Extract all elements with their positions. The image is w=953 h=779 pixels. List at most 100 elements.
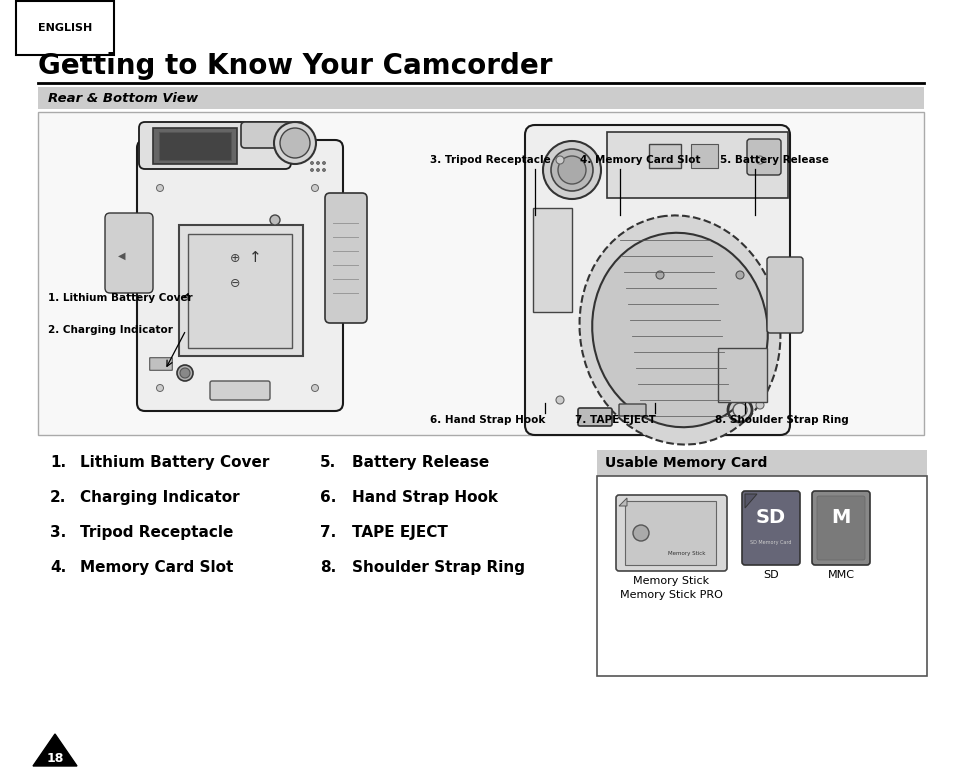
Text: ENGLISH: ENGLISH <box>38 23 92 33</box>
Text: SD: SD <box>755 509 785 527</box>
Text: 6. Hand Strap Hook: 6. Hand Strap Hook <box>430 415 545 425</box>
FancyBboxPatch shape <box>811 491 869 565</box>
Text: ◀: ◀ <box>118 251 126 261</box>
FancyBboxPatch shape <box>618 404 645 416</box>
Text: Battery Release: Battery Release <box>352 455 489 470</box>
Circle shape <box>656 271 663 279</box>
FancyBboxPatch shape <box>746 139 781 175</box>
Polygon shape <box>618 498 626 506</box>
Circle shape <box>732 403 746 417</box>
Circle shape <box>180 368 190 378</box>
Text: M: M <box>830 509 850 527</box>
FancyBboxPatch shape <box>578 408 612 426</box>
Text: 8.: 8. <box>319 560 335 575</box>
FancyBboxPatch shape <box>533 208 572 312</box>
Circle shape <box>316 161 319 164</box>
FancyBboxPatch shape <box>325 193 367 323</box>
Ellipse shape <box>542 141 600 199</box>
Ellipse shape <box>558 156 585 184</box>
FancyBboxPatch shape <box>188 234 292 348</box>
Text: ⊕: ⊕ <box>230 252 240 265</box>
Text: Memory Stick: Memory Stick <box>668 551 705 555</box>
Circle shape <box>312 185 318 192</box>
FancyBboxPatch shape <box>690 144 718 168</box>
Text: 1.: 1. <box>50 455 66 470</box>
Text: 8. Shoulder Strap Ring: 8. Shoulder Strap Ring <box>714 415 848 425</box>
Text: 2. Charging Indicator: 2. Charging Indicator <box>48 325 172 335</box>
Text: 6.: 6. <box>319 490 336 505</box>
Circle shape <box>556 396 563 404</box>
Text: SD: SD <box>762 570 778 580</box>
Polygon shape <box>33 734 77 766</box>
FancyBboxPatch shape <box>139 122 291 169</box>
Text: Rear & Bottom View: Rear & Bottom View <box>48 91 198 104</box>
Text: Getting to Know Your Camcorder: Getting to Know Your Camcorder <box>38 52 552 80</box>
Text: Hand Strap Hook: Hand Strap Hook <box>352 490 497 505</box>
FancyBboxPatch shape <box>105 213 152 293</box>
Text: 5. Battery Release: 5. Battery Release <box>720 155 828 165</box>
FancyBboxPatch shape <box>816 496 864 560</box>
Text: 1. Lithium Battery Cover: 1. Lithium Battery Cover <box>48 293 193 303</box>
Text: SD Memory Card: SD Memory Card <box>749 541 791 545</box>
Bar <box>597 476 926 676</box>
Text: 7.: 7. <box>319 525 335 540</box>
Text: 3.: 3. <box>50 525 66 540</box>
Text: TAPE EJECT: TAPE EJECT <box>352 525 447 540</box>
FancyBboxPatch shape <box>648 144 680 168</box>
Text: ↑: ↑ <box>249 251 261 266</box>
Text: MMC: MMC <box>826 570 854 580</box>
Circle shape <box>270 215 280 225</box>
Circle shape <box>310 168 314 171</box>
Circle shape <box>156 185 163 192</box>
FancyBboxPatch shape <box>137 140 343 411</box>
FancyBboxPatch shape <box>606 132 787 198</box>
FancyBboxPatch shape <box>718 348 766 402</box>
Ellipse shape <box>274 122 315 164</box>
FancyBboxPatch shape <box>616 495 726 571</box>
Text: Usable Memory Card: Usable Memory Card <box>604 456 766 470</box>
Circle shape <box>322 161 325 164</box>
Text: 7. TAPE EJECT: 7. TAPE EJECT <box>575 415 655 425</box>
Text: Shoulder Strap Ring: Shoulder Strap Ring <box>352 560 524 575</box>
FancyBboxPatch shape <box>624 501 716 565</box>
Circle shape <box>310 161 314 164</box>
Bar <box>597 450 926 476</box>
FancyBboxPatch shape <box>159 132 231 160</box>
Circle shape <box>735 271 743 279</box>
Circle shape <box>633 525 648 541</box>
FancyBboxPatch shape <box>150 358 172 370</box>
Circle shape <box>312 385 318 392</box>
FancyBboxPatch shape <box>152 128 236 164</box>
Circle shape <box>556 156 563 164</box>
Text: Charging Indicator: Charging Indicator <box>80 490 239 505</box>
FancyBboxPatch shape <box>766 257 802 333</box>
Text: Lithium Battery Cover: Lithium Battery Cover <box>80 455 269 470</box>
Circle shape <box>177 365 193 381</box>
Circle shape <box>322 168 325 171</box>
Ellipse shape <box>280 128 310 158</box>
Circle shape <box>156 385 163 392</box>
Text: 2.: 2. <box>50 490 67 505</box>
Text: Tripod Receptacle: Tripod Receptacle <box>80 525 233 540</box>
Circle shape <box>755 401 763 409</box>
Text: ⊖: ⊖ <box>230 277 240 290</box>
Circle shape <box>755 156 763 164</box>
Text: 3. Tripod Receptacle: 3. Tripod Receptacle <box>430 155 550 165</box>
Ellipse shape <box>551 149 593 191</box>
Ellipse shape <box>578 216 780 445</box>
FancyBboxPatch shape <box>179 225 303 356</box>
FancyBboxPatch shape <box>210 381 270 400</box>
Text: Memory Card Slot: Memory Card Slot <box>80 560 233 575</box>
Polygon shape <box>744 494 757 508</box>
Bar <box>38 87 923 109</box>
FancyBboxPatch shape <box>241 122 304 148</box>
Circle shape <box>316 168 319 171</box>
FancyBboxPatch shape <box>524 125 789 435</box>
Ellipse shape <box>592 233 767 427</box>
Text: 18: 18 <box>47 752 64 764</box>
Text: 4.: 4. <box>50 560 66 575</box>
Text: Memory Stick PRO: Memory Stick PRO <box>619 590 722 600</box>
Text: 5.: 5. <box>319 455 335 470</box>
Text: 4. Memory Card Slot: 4. Memory Card Slot <box>579 155 700 165</box>
Bar <box>38 112 923 435</box>
